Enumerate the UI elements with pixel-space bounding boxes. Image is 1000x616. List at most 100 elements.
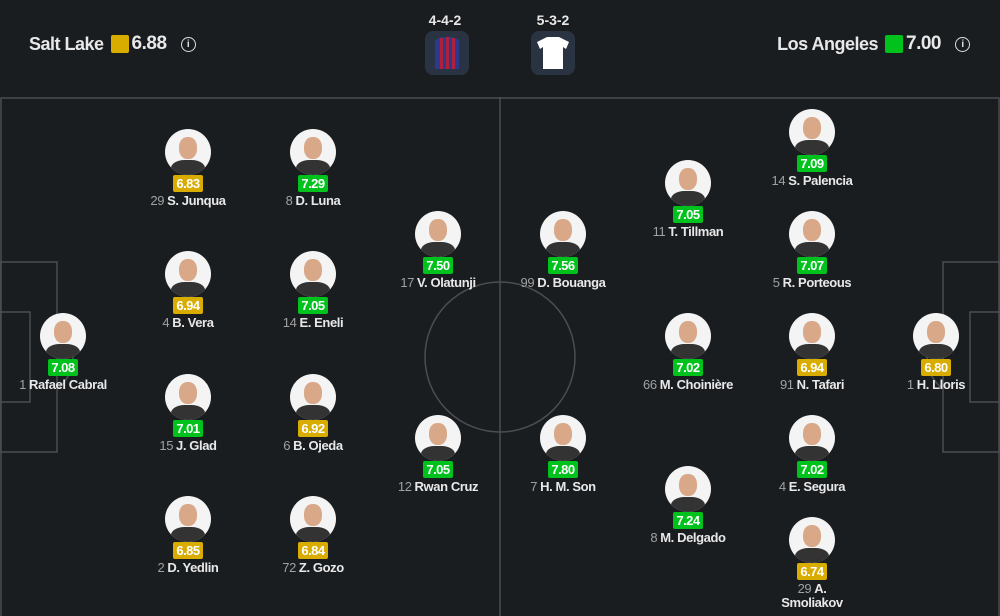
player-home[interactable]: 6.83 29 S. Junqua xyxy=(133,129,243,208)
player-number: 72 xyxy=(282,560,296,575)
player-label: 1 H. Lloris xyxy=(891,378,981,392)
home-team: Salt Lake 6.88 i xyxy=(29,33,196,55)
player-rating: 7.02 xyxy=(797,461,827,478)
player-name: H. Lloris xyxy=(916,377,966,392)
player-rating: 6.94 xyxy=(797,359,827,376)
player-away[interactable]: 7.80 7 H. M. Son xyxy=(508,415,618,494)
player-label: 2 D. Yedlin xyxy=(143,561,233,575)
player-name: B. Vera xyxy=(172,315,214,330)
away-team: Los Angeles 7.00 i xyxy=(777,33,970,55)
player-home[interactable]: 7.05 12 Rwan Cruz xyxy=(383,415,493,494)
player-photo xyxy=(789,517,835,563)
player-name: M. Choinière xyxy=(659,377,734,392)
player-home[interactable]: 6.84 72 Z. Gozo xyxy=(258,496,368,575)
player-name: T. Tillman xyxy=(668,224,724,239)
player-number: 29 xyxy=(797,581,812,596)
player-rating: 7.29 xyxy=(298,175,328,192)
player-rating: 6.92 xyxy=(298,420,328,437)
player-photo xyxy=(665,313,711,359)
player-label: 4 B. Vera xyxy=(143,316,233,330)
player-name: E. Segura xyxy=(788,479,846,494)
player-photo xyxy=(789,109,835,155)
player-name: S. Palencia xyxy=(788,173,853,188)
player-name: D. Bouanga xyxy=(537,275,606,290)
player-name: B. Ojeda xyxy=(293,438,343,453)
player-photo xyxy=(415,415,461,461)
player-away[interactable]: 7.05 11 T. Tillman xyxy=(633,160,743,239)
player-number: 17 xyxy=(400,275,414,290)
player-home[interactable]: 6.85 2 D. Yedlin xyxy=(133,496,243,575)
player-name: D. Luna xyxy=(295,193,341,208)
player-photo xyxy=(40,313,86,359)
pitch: 7.08 1 Rafael Cabral 6.83 29 S. Junqua 6.9… xyxy=(0,97,1000,616)
player-label: 15 J. Glad xyxy=(143,439,233,453)
player-name: Rafael Cabral xyxy=(28,377,107,392)
player-name: V. Olatunji xyxy=(416,275,476,290)
home-kit-icon xyxy=(425,31,469,75)
info-icon[interactable]: i xyxy=(955,36,970,52)
player-rating: 7.02 xyxy=(673,359,703,376)
away-kit-icon xyxy=(531,31,575,75)
home-rating-swatch xyxy=(110,35,129,53)
player-photo xyxy=(165,374,211,420)
player-number: 2 xyxy=(157,560,165,575)
player-rating: 6.83 xyxy=(173,175,203,192)
player-label: 14 S. Palencia xyxy=(767,174,857,188)
player-rating: 6.94 xyxy=(173,297,203,314)
player-number: 91 xyxy=(779,377,794,392)
player-label: 6 B. Ojeda xyxy=(268,439,358,453)
player-number: 12 xyxy=(397,479,412,494)
player-photo xyxy=(165,129,211,175)
player-home[interactable]: 7.08 1 Rafael Cabral xyxy=(8,313,118,392)
player-rating: 7.01 xyxy=(173,420,203,437)
player-rating: 7.05 xyxy=(423,461,453,478)
player-number: 11 xyxy=(652,224,666,239)
player-number: 4 xyxy=(778,479,786,494)
player-away[interactable]: 7.02 4 E. Segura xyxy=(757,415,867,494)
player-photo xyxy=(290,251,336,297)
player-away[interactable]: 7.24 8 M. Delgado xyxy=(633,466,743,545)
player-number: 5 xyxy=(772,275,780,290)
player-away[interactable]: 7.02 66 M. Choinière xyxy=(633,313,743,392)
player-home[interactable]: 7.05 14 E. Eneli xyxy=(258,251,368,330)
home-team-rating: 6.88 xyxy=(131,33,167,54)
player-photo xyxy=(165,251,211,297)
home-formation: 4-4-2 xyxy=(428,12,462,28)
player-photo xyxy=(165,496,211,542)
player-rating: 7.56 xyxy=(548,257,578,274)
player-label: 12 Rwan Cruz xyxy=(393,480,483,494)
player-label: 8 D. Luna xyxy=(268,194,358,208)
away-formation: 5-3-2 xyxy=(536,12,570,28)
player-number: 8 xyxy=(650,530,658,545)
player-away[interactable]: 6.74 29 A. Smoliakov xyxy=(757,517,867,610)
player-home[interactable]: 6.94 4 B. Vera xyxy=(133,251,243,330)
player-rating: 7.09 xyxy=(797,155,827,172)
player-label: 29 S. Junqua xyxy=(143,194,233,208)
player-photo xyxy=(789,211,835,257)
player-number: 14 xyxy=(771,173,786,188)
player-away[interactable]: 6.80 1 H. Lloris xyxy=(881,313,991,392)
player-number: 1 xyxy=(19,377,26,392)
player-rating: 6.80 xyxy=(921,359,951,376)
info-icon[interactable]: i xyxy=(180,36,196,52)
player-away[interactable]: 6.94 91 N. Tafari xyxy=(757,313,867,392)
away-team-name: Los Angeles xyxy=(777,33,879,54)
player-home[interactable]: 7.50 17 V. Olatunji xyxy=(383,211,493,290)
player-name: Z. Gozo xyxy=(298,560,344,575)
player-home[interactable]: 6.92 6 B. Ojeda xyxy=(258,374,368,453)
player-rating: 7.80 xyxy=(548,461,578,478)
player-name: R. Porteous xyxy=(782,275,852,290)
player-photo xyxy=(665,466,711,512)
player-name: H. M. Son xyxy=(540,479,596,494)
player-away[interactable]: 7.56 99 D. Bouanga xyxy=(508,211,618,290)
player-label: 29 A. Smoliakov xyxy=(767,582,857,610)
player-label: 99 D. Bouanga xyxy=(518,276,608,290)
away-rating-swatch xyxy=(885,35,904,53)
player-home[interactable]: 7.01 15 J. Glad xyxy=(133,374,243,453)
player-name: D. Yedlin xyxy=(167,560,219,575)
player-rating: 7.05 xyxy=(673,206,703,223)
player-photo xyxy=(789,313,835,359)
player-away[interactable]: 7.09 14 S. Palencia xyxy=(757,109,867,188)
player-away[interactable]: 7.07 5 R. Porteous xyxy=(757,211,867,290)
player-home[interactable]: 7.29 8 D. Luna xyxy=(258,129,368,208)
